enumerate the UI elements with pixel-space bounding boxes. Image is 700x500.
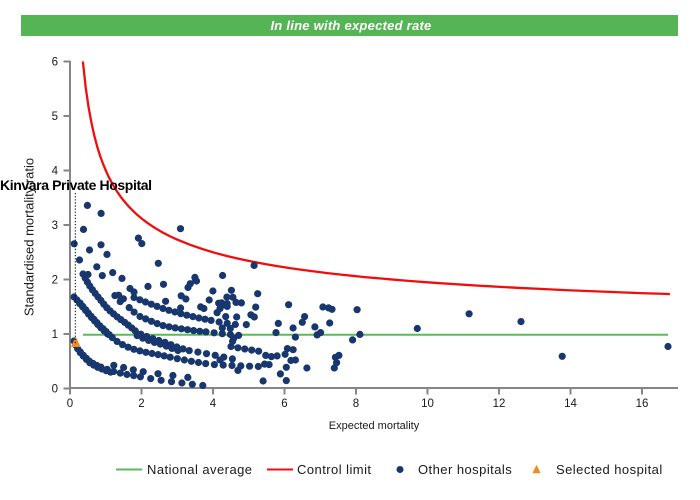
svg-text:Standardised mortality ratio: Standardised mortality ratio (22, 158, 37, 316)
svg-text:10: 10 (421, 398, 434, 410)
svg-text:Control limit: Control limit (297, 462, 371, 477)
svg-text:12: 12 (493, 398, 506, 410)
svg-text:0: 0 (67, 398, 73, 410)
svg-text:4: 4 (52, 166, 59, 178)
svg-text:In line with expected rate: In line with expected rate (270, 18, 431, 33)
svg-text:2: 2 (138, 398, 144, 410)
svg-text:5: 5 (52, 111, 58, 123)
svg-text:Selected hospital: Selected hospital (556, 462, 663, 477)
svg-text:8: 8 (353, 398, 359, 410)
svg-text:3: 3 (52, 220, 58, 232)
svg-text:2: 2 (52, 275, 58, 287)
svg-text:National average: National average (147, 462, 253, 477)
svg-text:0: 0 (52, 384, 58, 396)
svg-text:4: 4 (210, 398, 217, 410)
svg-text:16: 16 (636, 398, 649, 410)
svg-text:6: 6 (52, 57, 58, 69)
svg-text:Kinvara Private Hospital: Kinvara Private Hospital (0, 177, 152, 193)
svg-text:1: 1 (52, 329, 58, 341)
svg-text:6: 6 (281, 398, 287, 410)
svg-text:14: 14 (564, 398, 577, 410)
svg-text:Other hospitals: Other hospitals (418, 462, 512, 477)
svg-text:Expected mortality: Expected mortality (329, 420, 420, 432)
